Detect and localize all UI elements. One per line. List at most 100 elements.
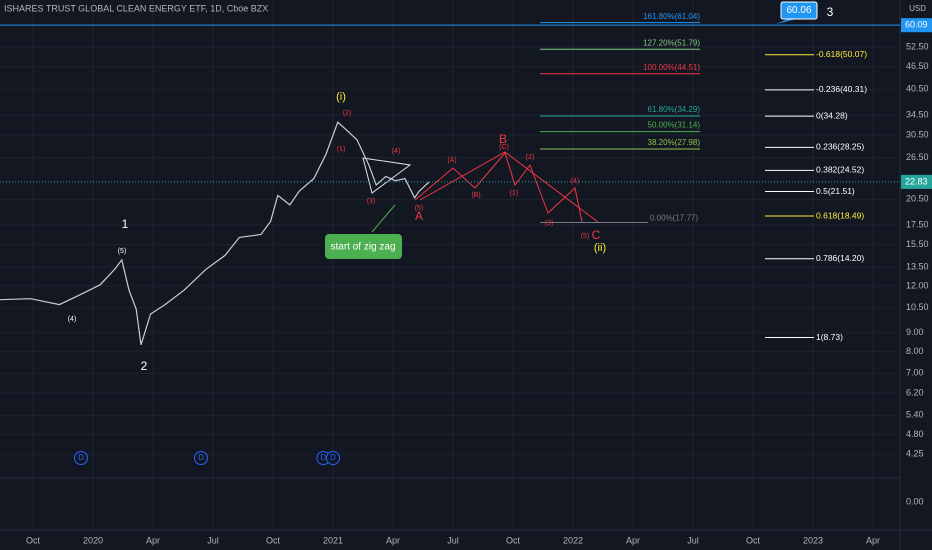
fib-label: 127.20%(51.79) [643,38,700,47]
projection-line [419,151,599,223]
price-label-box [901,18,932,33]
dividend-label: D [330,453,336,462]
x-tick-label: 2023 [803,535,823,545]
y-tick-label: 7.00 [906,368,924,378]
dividend-marker [194,451,208,465]
wave-label: (2) [526,154,535,161]
y-tick-label: 26.50 [906,152,929,162]
wave-label: (5) [581,233,590,240]
wave-label: (4) [68,316,77,323]
fib-label: 61.80%(34.29) [648,105,701,114]
fib-label: 50.00%(31.14) [648,121,701,130]
wave-label: (5) [118,248,127,255]
dividend-marker [326,451,340,465]
x-tick-label: Jul [687,535,699,545]
wave-label: 3 [827,5,834,19]
x-tick-label: 2021 [323,535,343,545]
fib-label: 0.786(14.20) [816,253,864,263]
y-tick-label: 9.00 [906,327,924,337]
x-tick-label: Apr [626,535,640,545]
x-tick-label: Oct [26,535,41,545]
wave-label: (B) [471,192,480,199]
wave-label: (1) [337,146,346,153]
wave-label: (4) [571,178,580,185]
y-tick-label: 40.50 [906,83,929,93]
fib-label: 0.382(24.52) [816,165,864,175]
y-tick-label: 13.50 [906,261,929,271]
fib-label: 100.00%(44.51) [643,63,700,72]
price-line [0,121,430,345]
wave-label: 1 [122,217,129,231]
wave-label: (ii) [594,242,606,254]
y-tick-label: 4.80 [906,429,924,439]
y-tick-label: 20.50 [906,194,929,204]
x-tick-label: Jul [207,535,219,545]
wave-label: (C) [499,144,509,151]
y-tick-label: 4.25 [906,448,924,458]
dividend-label: D [321,453,327,462]
dividend-label: D [78,453,84,462]
last-price-box [901,174,932,189]
dividend-label: D [198,453,204,462]
callout-label: 60.06 [786,5,811,16]
y-tick-label: 8.00 [906,346,924,356]
currency: USD [909,4,926,13]
fib-label: 1(8.73) [816,332,843,342]
x-tick-label: 2022 [563,535,583,545]
wave-label: (4) [392,148,401,155]
wave-label: (1) [510,190,519,197]
callout-pointer [776,18,800,25]
wave-label: (i) [336,91,346,103]
wave-label: (A) [447,157,456,164]
note: start of zig zag [330,242,395,253]
y-tick-label: 5.40 [906,410,924,420]
wave-label: (2) [343,110,352,117]
x-tick-label: Oct [746,535,761,545]
wave-label: C [592,228,601,242]
y-tick-label: 10.50 [906,302,929,312]
wave-label: 2 [141,359,148,373]
dividend-marker [74,451,88,465]
y-tick-label: 46.50 [906,61,929,71]
chart-title: ISHARES TRUST GLOBAL CLEAN ENERGY ETF, 1… [4,3,268,13]
fib-label: 0.5(21.51) [816,186,855,196]
y-tick-label: 17.50 [906,219,929,229]
projection [362,151,599,223]
triangle [362,157,412,194]
x-tick-label: Oct [266,535,281,545]
x-tick-label: 2020 [83,535,103,545]
wave-label: (5) [415,205,424,212]
x-tick-label: Oct [506,535,521,545]
x-tick-label: Apr [146,535,160,545]
note-pointer [371,204,396,233]
fib-label: -0.236(40.31) [816,84,867,94]
fib-label: -0.618(50.07) [816,49,867,59]
x-tick-label: Apr [866,535,880,545]
callout-box [780,1,818,20]
fib-label: 161.80%(61.04) [643,12,700,21]
fib-label: 0(34.28) [816,110,848,120]
wave-label: (3) [367,198,376,205]
wave-label: (3) [545,220,554,227]
wave-label: B [499,132,507,146]
price-label: 60.09 [905,20,928,30]
y-tick-label: 6.20 [906,387,924,397]
last-price-label: 22.83 [905,176,928,186]
x-tick-label: Apr [386,535,400,545]
fib-label: 38.20%(27.98) [648,138,701,147]
fib-label: 0.236(28.25) [816,142,864,152]
lower-pane-tick: 0.00 [906,496,924,506]
y-tick-label: 52.50 [906,41,929,51]
fib-label: 0.618(18.49) [816,210,864,220]
y-tick-label: 34.50 [906,109,929,119]
y-tick-label: 12.00 [906,280,929,290]
projection-line [414,151,583,223]
y-tick-label: 30.50 [906,129,929,139]
fib-label: 0.00%(17.77) [650,214,698,223]
y-tick-label: 15.50 [906,239,929,249]
x-tick-label: Jul [447,535,459,545]
wave-label: A [415,209,423,223]
grid [0,0,900,530]
note-box [325,234,402,259]
